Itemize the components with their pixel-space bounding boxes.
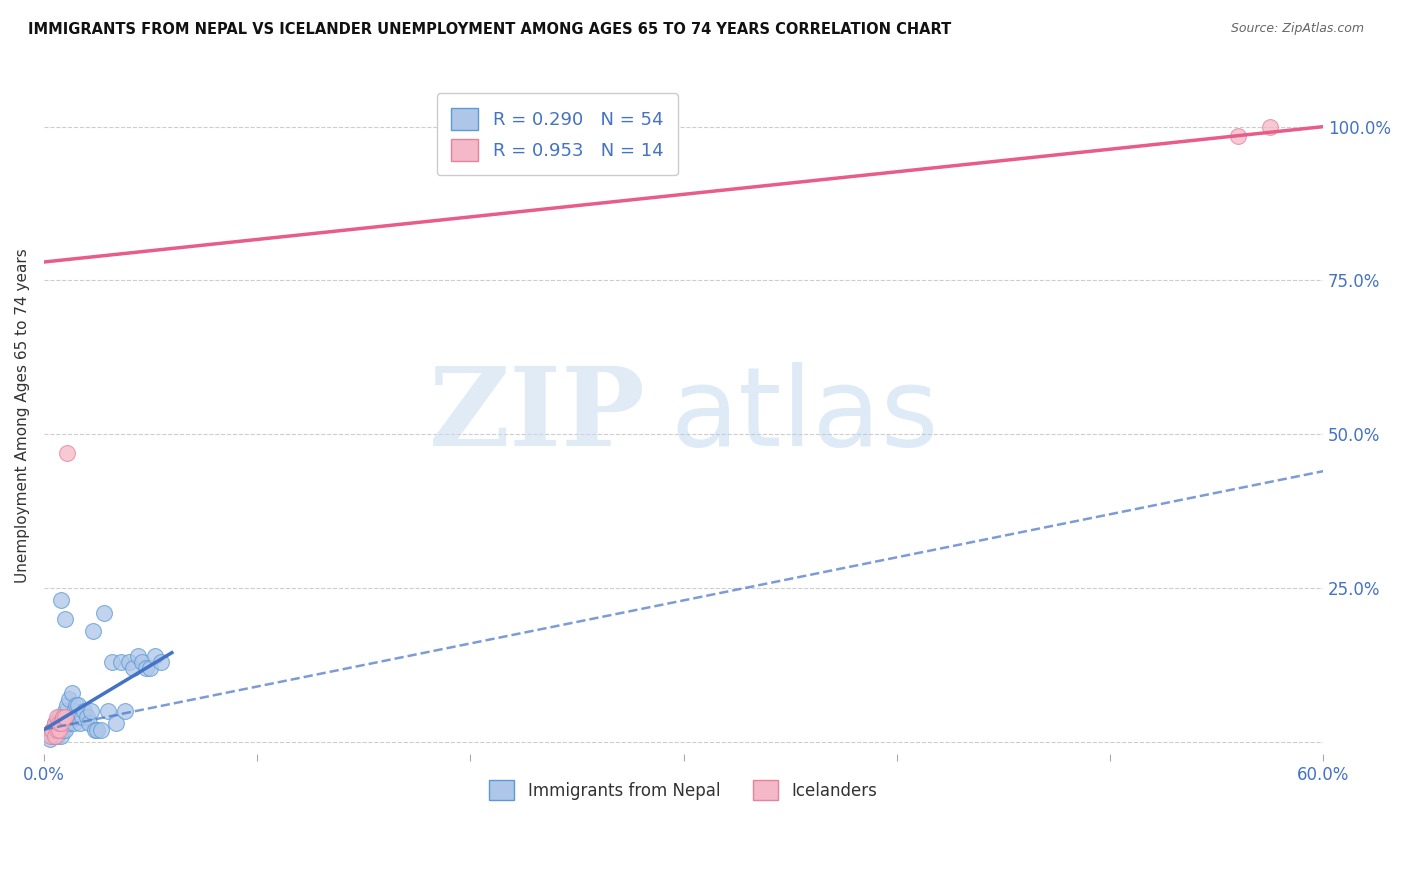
Y-axis label: Unemployment Among Ages 65 to 74 years: Unemployment Among Ages 65 to 74 years [15, 249, 30, 583]
Point [44, 716, 66, 731]
Point [66, 710, 89, 724]
Point [48, 723, 70, 737]
Point [127, 648, 149, 663]
Text: IMMIGRANTS FROM NEPAL VS ICELANDER UNEMPLOYMENT AMONG AGES 65 TO 74 YEARS CORREL: IMMIGRANTS FROM NEPAL VS ICELANDER UNEMP… [28, 22, 952, 37]
Point [84, 723, 107, 737]
Point [45, 716, 67, 731]
Point [48, 716, 70, 731]
Point [150, 655, 173, 669]
Point [131, 655, 153, 669]
Point [41, 723, 63, 737]
Point [143, 648, 166, 663]
Point [60, 686, 83, 700]
Point [45, 710, 67, 724]
Point [39, 731, 62, 746]
Point [62, 704, 84, 718]
Point [97, 704, 120, 718]
Point [76, 710, 98, 724]
Point [1258, 120, 1281, 134]
Legend: Immigrants from Nepal, Icelanders: Immigrants from Nepal, Icelanders [477, 766, 891, 814]
Point [135, 661, 157, 675]
Text: ZIP: ZIP [429, 362, 645, 469]
Text: Source: ZipAtlas.com: Source: ZipAtlas.com [1230, 22, 1364, 36]
Point [49, 593, 72, 607]
Point [56, 446, 79, 460]
Point [53, 723, 76, 737]
Point [65, 710, 87, 724]
Point [73, 704, 96, 718]
Point [41, 729, 63, 743]
Point [52, 723, 75, 737]
Point [60, 710, 83, 724]
Point [58, 716, 80, 731]
Point [56, 698, 79, 712]
Point [44, 716, 66, 731]
Point [45, 729, 67, 743]
Point [62, 716, 84, 731]
Point [49, 716, 72, 731]
Point [48, 710, 70, 724]
Point [82, 624, 104, 639]
Point [45, 723, 67, 737]
Point [56, 716, 79, 731]
Point [53, 612, 76, 626]
Point [90, 723, 112, 737]
Point [69, 716, 91, 731]
Point [72, 710, 94, 724]
Text: atlas: atlas [671, 362, 939, 469]
Point [110, 655, 132, 669]
Point [44, 723, 66, 737]
Point [65, 698, 87, 712]
Point [80, 704, 103, 718]
Point [139, 661, 162, 675]
Point [41, 723, 63, 737]
Point [53, 704, 76, 718]
Point [49, 729, 72, 743]
Point [77, 716, 100, 731]
Point [86, 723, 108, 737]
Point [53, 710, 76, 724]
Point [52, 710, 75, 724]
Point [39, 729, 62, 743]
Point [44, 729, 66, 743]
Point [118, 655, 141, 669]
Point [122, 661, 145, 675]
Point [58, 691, 80, 706]
Point [44, 729, 66, 743]
Point [52, 710, 75, 724]
Point [101, 655, 124, 669]
Point [105, 716, 128, 731]
Point [66, 698, 89, 712]
Point [93, 606, 115, 620]
Point [48, 723, 70, 737]
Point [114, 704, 136, 718]
Point [1226, 128, 1249, 143]
Point [49, 716, 72, 731]
